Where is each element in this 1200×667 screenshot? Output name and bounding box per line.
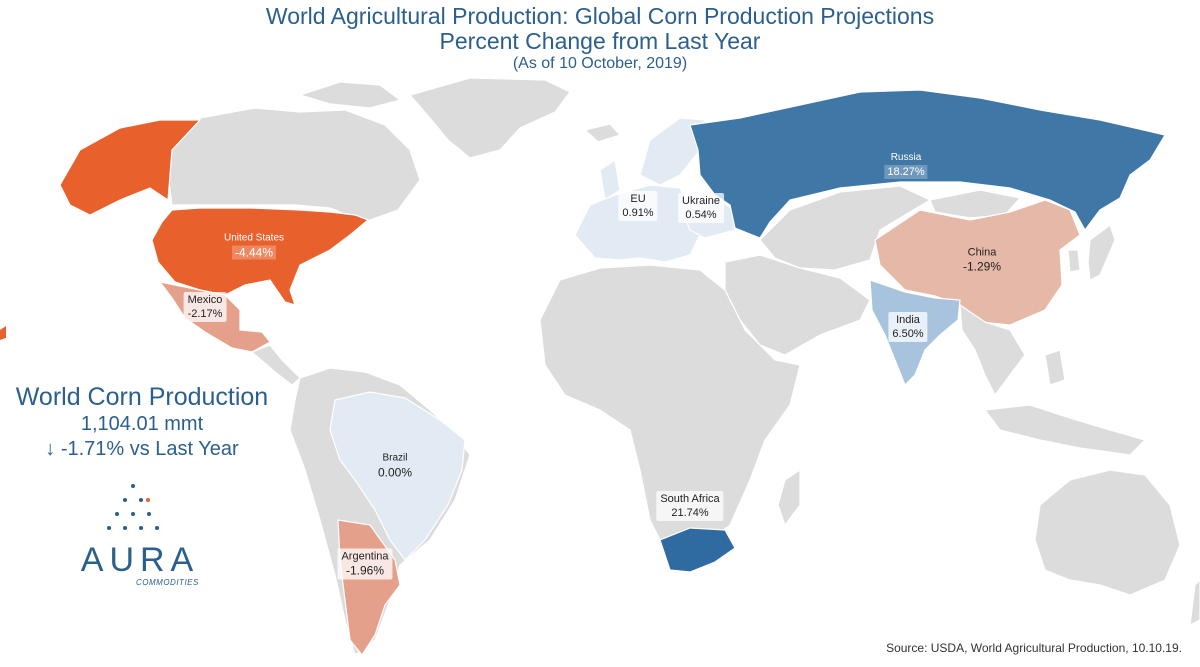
madagascar-shape <box>777 468 801 527</box>
region-value: -1.29% <box>962 259 1002 274</box>
china-shape <box>874 199 1081 326</box>
summary-title: World Corn Production <box>15 383 269 411</box>
map-subtitle: Percent Change from Last Year <box>439 28 761 54</box>
label-mexico: Mexico -2.17% <box>183 292 227 322</box>
label-ukraine: Ukraine 0.54% <box>678 193 724 223</box>
region-value: 21.74% <box>671 507 709 519</box>
korea-shape <box>1067 249 1081 273</box>
region-value: 0.91% <box>622 207 654 219</box>
western-fragment-shape <box>0 326 6 340</box>
united-states-shape <box>151 207 370 306</box>
region-value: -4.44% <box>231 245 277 260</box>
map-title: World Agricultural Production: Global Co… <box>265 3 935 29</box>
aura-logo: AURA COMMODITIES <box>78 480 202 592</box>
region-name: India <box>896 314 920 326</box>
label-united-states: United States -4.44% <box>220 231 288 262</box>
label-brazil: Brazil 0.00% <box>374 451 416 482</box>
region-value: 0.00% <box>377 465 413 480</box>
brazil-shape <box>329 391 466 561</box>
as-of-date: (As of 10 October, 2019) <box>512 55 688 72</box>
australia-shape <box>1034 469 1181 596</box>
alaska-shape <box>59 119 202 216</box>
region-value: -1.96% <box>345 563 385 578</box>
japan-shape <box>1087 224 1116 281</box>
region-value: 0.54% <box>685 209 717 221</box>
region-name: Argentina <box>341 550 389 563</box>
label-russia: Russia 18.27% <box>880 150 931 180</box>
label-china: China -1.29% <box>959 245 1005 276</box>
region-value: 18.27% <box>884 165 928 179</box>
south-africa-shape <box>659 527 736 573</box>
southeast-asia-shape <box>959 303 1026 397</box>
logo-wordmark: AURA <box>80 541 200 579</box>
region-value: -2.17% <box>187 308 223 320</box>
label-india: India 6.50% <box>888 312 928 342</box>
region-name: EU <box>630 193 646 205</box>
region-name: Mexico <box>187 294 223 306</box>
philippines-shape <box>1044 349 1066 386</box>
new-zealand-shape <box>1189 579 1200 627</box>
region-name: Ukraine <box>682 195 720 207</box>
region-name: United States <box>223 232 285 244</box>
region-name: Brazil <box>382 452 408 464</box>
label-argentina: Argentina -1.96% <box>337 548 393 580</box>
world-summary: World Corn Production 1,104.01 mmt ↓ -1.… <box>10 383 274 462</box>
title-block: World Agricultural Production: Global Co… <box>0 4 1200 74</box>
source-note: Source: USDA, World Agricultural Product… <box>886 641 1182 655</box>
region-name: Russia <box>890 152 922 163</box>
summary-change: ↓ -1.71% vs Last Year <box>45 438 239 460</box>
africa-shape <box>539 264 801 556</box>
label-eu: EU 0.91% <box>618 191 658 221</box>
logo-dots-icon <box>107 484 159 530</box>
label-south-africa: South Africa 21.74% <box>656 491 724 521</box>
iceland-shape <box>583 123 622 143</box>
region-value: 6.50% <box>892 328 924 340</box>
arctic-islands-shape <box>297 81 402 109</box>
russia-shape <box>689 89 1166 239</box>
central-america-shape <box>250 344 301 386</box>
region-name: China <box>967 246 997 259</box>
indonesia-shape <box>983 404 1147 456</box>
region-name: South Africa <box>660 493 720 505</box>
greenland-shape <box>408 77 571 159</box>
logo-subtext: COMMODITIES <box>136 578 199 587</box>
uk-shape <box>599 158 621 202</box>
canada-shape <box>159 107 421 223</box>
summary-total: 1,104.01 mmt <box>80 413 204 435</box>
